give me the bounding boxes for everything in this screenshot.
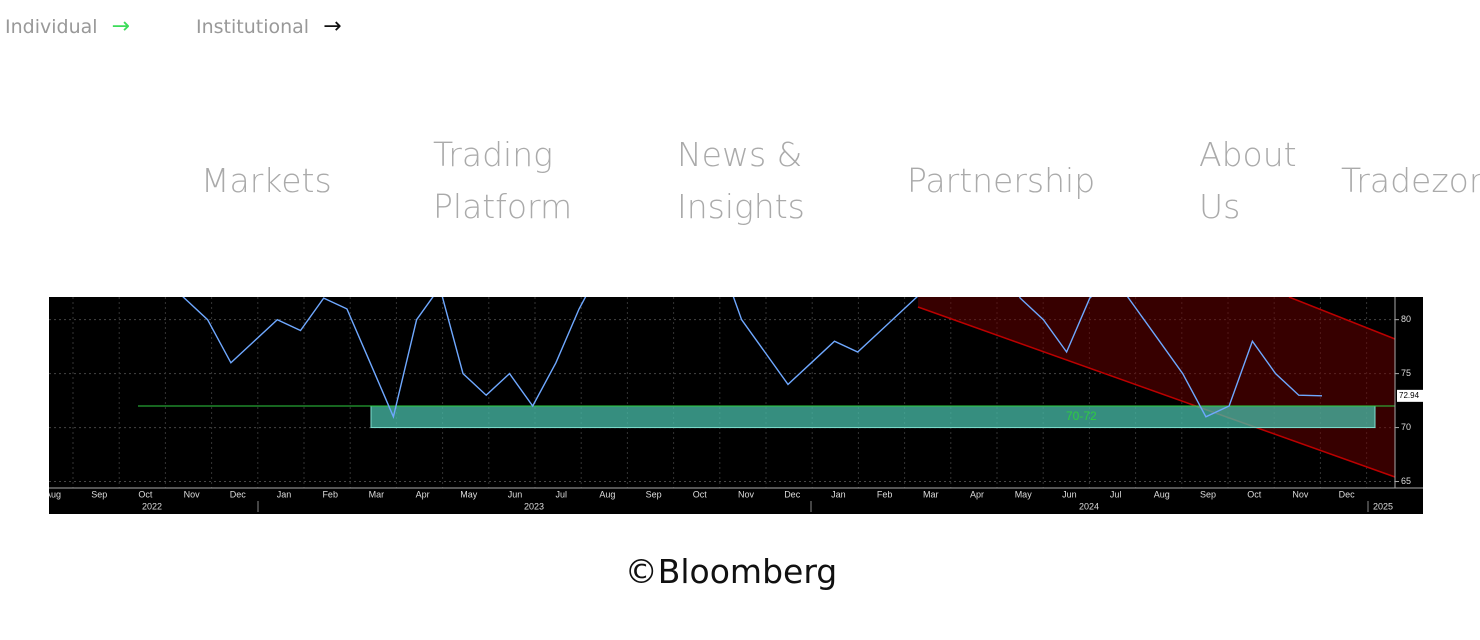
year-label: 2024 xyxy=(1079,501,1099,511)
x-tick-label: Nov xyxy=(1292,489,1309,499)
y-tick-label: 75 xyxy=(1401,368,1411,378)
x-tick-label: Mar xyxy=(923,489,939,499)
menu-item[interactable]: Tradezone xyxy=(1341,161,1480,200)
x-tick-label: Sep xyxy=(1200,489,1216,499)
x-tick-label: Jul xyxy=(1110,489,1122,499)
x-tick-label: Oct xyxy=(138,489,153,499)
zone-label: 70-72 xyxy=(1066,409,1097,423)
x-tick-label: Jan xyxy=(831,489,846,499)
channel-line xyxy=(917,306,1396,478)
y-tick-label: 65 xyxy=(1401,476,1411,486)
x-tick-label: Mar xyxy=(369,489,385,499)
x-tick-label: Apr xyxy=(970,489,984,499)
institutional-link[interactable]: Institutional → xyxy=(196,14,342,39)
year-label: 2025 xyxy=(1373,501,1393,511)
chart-image: 70-72 65 70 75 80 Aug Sep Oct Nov Dec Jan Feb Mar Ap… xyxy=(49,297,1423,514)
year-label: 2022 xyxy=(142,501,162,511)
x-tick-label: Jul xyxy=(555,489,567,499)
year-label: 2023 xyxy=(524,501,544,511)
individual-link[interactable]: Individual → xyxy=(5,14,130,39)
x-tick-label: Aug xyxy=(599,489,615,499)
y-tick-label: 70 xyxy=(1401,422,1411,432)
price-line xyxy=(182,297,1323,420)
price-zone xyxy=(370,405,1376,429)
x-tick-label: Aug xyxy=(49,489,61,499)
x-tick-label: Dec xyxy=(1339,489,1356,499)
x-tick-label: Jan xyxy=(277,489,292,499)
x-tick-label: Jun xyxy=(1062,489,1077,499)
last-price-label: 72.94 xyxy=(1399,391,1420,400)
x-tick-label: Sep xyxy=(91,489,107,499)
link-text[interactable]: Institutional xyxy=(196,16,310,38)
menu-item[interactable]: Trading Platform xyxy=(433,135,573,226)
x-tick-label: Oct xyxy=(1247,489,1262,499)
link-text[interactable]: Individual xyxy=(5,16,98,38)
x-tick-label: May xyxy=(460,489,478,499)
menu-item[interactable]: News & Insights xyxy=(677,135,805,226)
menu-item[interactable]: Partnership xyxy=(907,161,1096,200)
x-tick-label: Sep xyxy=(646,489,662,499)
menu-item[interactable]: Markets xyxy=(201,161,332,200)
image-caption: ©Bloomberg xyxy=(624,552,838,591)
x-tick-label: Dec xyxy=(784,489,801,499)
last-price-box xyxy=(1397,389,1423,402)
x-tick-label: Nov xyxy=(738,489,755,499)
x-tick-label: Nov xyxy=(184,489,201,499)
x-tick-label: May xyxy=(1015,489,1033,499)
x-tick-label: Oct xyxy=(693,489,708,499)
channel-line xyxy=(1288,297,1396,340)
x-tick-label: Jun xyxy=(508,489,523,499)
x-tick-label: Feb xyxy=(322,489,338,499)
arrow-icon: → xyxy=(111,14,130,39)
arrow-icon: → xyxy=(323,14,342,39)
y-tick-label: 80 xyxy=(1401,314,1411,324)
x-tick-label: Feb xyxy=(877,489,893,499)
menu-item[interactable]: About Us xyxy=(1199,135,1297,226)
channel-area xyxy=(918,297,1395,477)
x-tick-label: Apr xyxy=(416,489,430,499)
x-tick-label: Aug xyxy=(1154,489,1170,499)
x-tick-label: Dec xyxy=(230,489,247,499)
